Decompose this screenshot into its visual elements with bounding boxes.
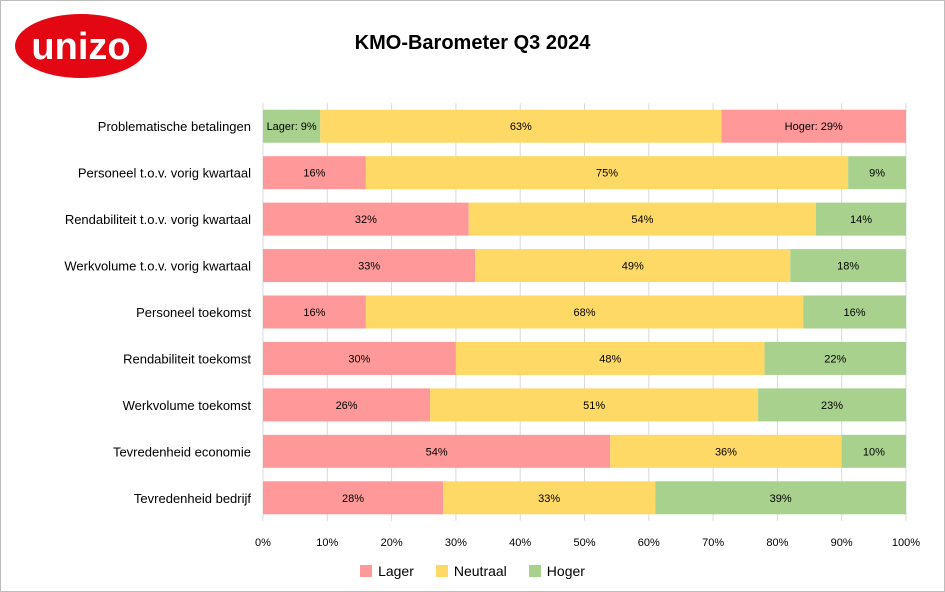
bar-segment-hoger (758, 388, 906, 422)
category-label: Personeel toekomst (136, 305, 251, 320)
bar-segment-lager (263, 388, 431, 422)
bar-segment-lager (263, 434, 611, 468)
data-label: 9% (869, 168, 885, 180)
category-label: Rendabiliteit t.o.v. vorig kwartaal (65, 212, 251, 227)
bar-segment-lager (263, 156, 366, 190)
data-label: 16% (303, 168, 325, 180)
logo-ellipse (15, 14, 147, 78)
data-label: 14% (850, 214, 872, 226)
bar-segment-lager (263, 295, 366, 329)
data-label: 75% (596, 168, 618, 180)
bar-segment-lager (263, 202, 469, 236)
bar-segment-hoger (655, 481, 906, 515)
x-tick-label: 30% (445, 537, 467, 549)
bar-segment-neutraal (320, 109, 722, 143)
data-label: 16% (303, 307, 325, 319)
data-label: 16% (844, 307, 866, 319)
category-label: Werkvolume toekomst (123, 398, 252, 413)
x-tick-label: 60% (638, 537, 660, 549)
data-label: 28% (342, 493, 364, 505)
data-label: 18% (837, 261, 859, 273)
data-label: 39% (770, 493, 792, 505)
logo-text: unizo (31, 26, 130, 68)
data-label: 68% (573, 307, 595, 319)
bar-segment-neutraal (365, 156, 849, 190)
bar-segment-hoger (815, 202, 906, 236)
bar-segment-hoger (764, 341, 906, 375)
bar-segment-neutraal (365, 295, 804, 329)
data-label: 26% (336, 400, 358, 412)
bar-segment-hoger (790, 249, 906, 283)
x-tick-label: 90% (831, 537, 853, 549)
category-label: Tevredenheid economie (113, 444, 251, 459)
bar-segment-lager (263, 249, 476, 283)
data-label: 49% (622, 261, 644, 273)
data-label: 30% (348, 353, 370, 365)
legend-item-neutraal: Neutraal (435, 563, 507, 579)
x-tick-label: 40% (509, 537, 531, 549)
legend-swatch (435, 565, 448, 577)
category-label: Problematische betalingen (98, 119, 251, 134)
category-label: Werkvolume t.o.v. vorig kwartaal (64, 259, 251, 274)
bar-segment-neutraal (468, 202, 816, 236)
data-label: 63% (510, 121, 532, 133)
data-label: 32% (355, 214, 377, 226)
category-label: Tevredenheid bedrijf (134, 491, 251, 506)
data-label: Hoger: 29% (785, 121, 843, 133)
data-label: 23% (821, 400, 843, 412)
legend-item-lager: Lager (360, 563, 414, 579)
data-label: 48% (599, 353, 621, 365)
x-tick-label: 70% (702, 537, 724, 549)
data-label: 54% (426, 446, 448, 458)
data-label: Lager: 9% (267, 121, 317, 133)
unizo-logo: unizo (15, 14, 147, 78)
bar-segment-hoger (841, 434, 906, 468)
x-tick-label: 100% (892, 537, 920, 549)
legend-swatch (360, 565, 373, 577)
category-label: Personeel t.o.v. vorig kwartaal (78, 166, 251, 181)
bar-segment-lager (721, 109, 906, 143)
legend-label: Neutraal (453, 563, 507, 579)
bar-segment-neutraal (443, 481, 656, 515)
x-tick-label: 0% (255, 537, 271, 549)
data-label: 51% (583, 400, 605, 412)
bar-segment-lager (263, 481, 444, 515)
x-tick-label: 20% (381, 537, 403, 549)
bar-segment-hoger (803, 295, 906, 329)
data-label: 33% (538, 493, 560, 505)
bar-segment-neutraal (430, 388, 759, 422)
legend-label: Hoger (546, 563, 585, 579)
legend-label: Lager (378, 563, 414, 579)
category-label: Rendabiliteit toekomst (123, 351, 251, 366)
chart-legend: Lager Neutraal Hoger (1, 563, 944, 579)
data-label: 54% (631, 214, 653, 226)
data-label: 22% (824, 353, 846, 365)
bar-segment-hoger (848, 156, 906, 190)
x-tick-label: 50% (573, 537, 595, 549)
bar-segment-hoger (263, 109, 321, 143)
x-tick-label: 10% (316, 537, 338, 549)
bar-segment-neutraal (475, 249, 791, 283)
bar-segment-neutraal (610, 434, 842, 468)
bar-segment-neutraal (455, 341, 765, 375)
data-label: 36% (715, 446, 737, 458)
x-tick-label: 80% (766, 537, 788, 549)
data-label: 33% (358, 261, 380, 273)
legend-swatch (528, 565, 541, 577)
chart-title: KMO-Barometer Q3 2024 (354, 32, 591, 54)
stacked-bar-plot: 0% 10% 20% 30% 40% 50% 60% 70% 80% 90% 100% Problem… (64, 103, 920, 549)
bar-segment-lager (263, 341, 456, 375)
data-label: 10% (863, 446, 885, 458)
legend-item-hoger: Hoger (528, 563, 585, 579)
